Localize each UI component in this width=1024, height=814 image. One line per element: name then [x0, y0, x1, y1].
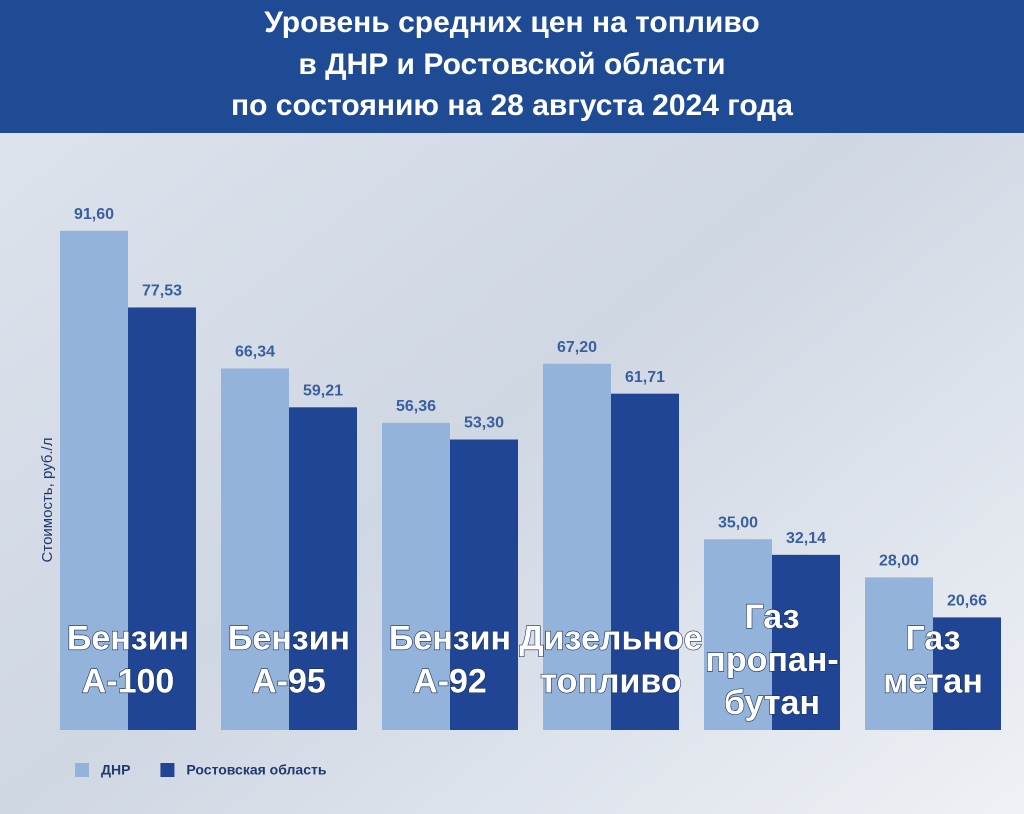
value-label: 28,00 — [879, 553, 919, 570]
category-label: Дизельное — [519, 619, 702, 657]
bar — [60, 230, 128, 730]
value-label: 53,30 — [464, 415, 504, 432]
header — [0, 0, 1024, 133]
category-label: пропан- — [705, 641, 838, 679]
category-label: Бензин — [389, 619, 511, 657]
bar — [128, 307, 196, 730]
category-label: А-100 — [82, 662, 175, 700]
bar — [221, 368, 289, 730]
category-label: Бензин — [228, 619, 350, 657]
value-label: 20,66 — [947, 593, 987, 610]
bar — [450, 439, 518, 730]
category-label: Бензин — [67, 619, 189, 657]
bar — [772, 554, 840, 730]
chart-title: в ДНР и Ростовской области — [298, 48, 725, 81]
y-axis-label: Стоимость, руб./л — [39, 438, 56, 563]
bar — [865, 577, 933, 730]
value-label: 59,21 — [303, 383, 343, 400]
value-label: 32,14 — [786, 530, 826, 547]
value-label: 67,20 — [557, 339, 597, 356]
legend-swatch — [160, 763, 175, 777]
value-label: 35,00 — [718, 514, 758, 531]
bar — [933, 617, 1001, 730]
category-label: Газ — [905, 619, 960, 657]
value-label: 56,36 — [396, 398, 436, 415]
value-label: 77,53 — [142, 283, 182, 300]
value-label: 91,60 — [74, 206, 114, 223]
chart-title: Уровень средних цен на топливо — [264, 6, 759, 39]
bar — [611, 393, 679, 730]
category-label: бутан — [724, 684, 820, 722]
bar — [382, 422, 450, 730]
bar — [289, 407, 357, 730]
category-label: А-92 — [413, 662, 487, 700]
chart-title: по состоянию на 28 августа 2024 года — [231, 89, 793, 122]
category-label: топливо — [540, 662, 681, 700]
value-label: 66,34 — [235, 344, 275, 361]
category-label: Газ — [744, 598, 799, 636]
legend-label: ДНР — [101, 762, 130, 778]
legend-label: Ростовская область — [186, 762, 326, 778]
bar — [543, 363, 611, 730]
bar — [704, 539, 772, 730]
legend-swatch — [75, 763, 89, 777]
category-label: метан — [883, 662, 983, 700]
category-label: А-95 — [252, 662, 326, 700]
value-label: 61,71 — [625, 369, 665, 386]
